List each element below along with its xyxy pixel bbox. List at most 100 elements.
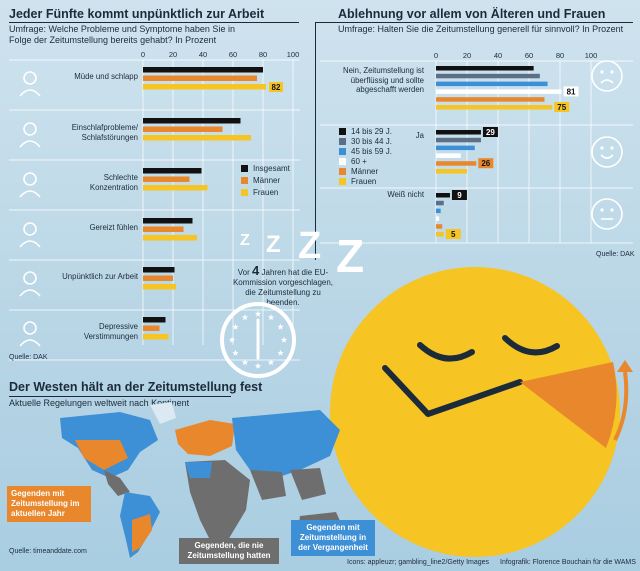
x-tick-label: 0 — [434, 51, 438, 60]
bar-series-4 — [436, 161, 477, 166]
eu-star — [277, 349, 284, 356]
bar-series-2 — [436, 145, 475, 151]
legend-swatch — [241, 177, 248, 185]
eu-star — [254, 362, 262, 369]
bar-frauen — [143, 235, 197, 241]
category-label: Schlechte Konzentration — [89, 173, 138, 192]
x-tick-label: 60 — [525, 51, 533, 60]
bar-series-1 — [436, 200, 444, 206]
data-label-box — [482, 127, 498, 137]
legend-label: Insgesamt — [253, 164, 290, 173]
legend-item-14-29: 14 bis 29 J. — [339, 127, 392, 136]
left-legend: Insgesamt Männer Frauen — [241, 164, 290, 197]
bar-frauen — [143, 334, 169, 340]
face-eye — [610, 208, 614, 212]
map-africa — [185, 460, 250, 548]
data-label-box — [269, 82, 283, 92]
x-tick-label: 60 — [229, 50, 237, 59]
category-label: Nein, Zeitumstellung ist überflüssig und… — [342, 66, 424, 94]
eu-star — [232, 349, 239, 356]
legend-swatch — [339, 178, 346, 186]
map-north-africa — [185, 462, 212, 478]
map-south-asia — [250, 470, 286, 500]
category-label: Ja — [415, 131, 424, 140]
icons-credit: Icons: applеuzr; gambling_line2/Getty Im… — [347, 559, 490, 566]
bar-frauen — [143, 84, 266, 90]
x-tick-label: 20 — [463, 51, 471, 60]
legend-box-never: Gegenden, die nie Zeitumstellung hatten — [179, 538, 279, 564]
legend-swatch — [339, 168, 346, 176]
data-label: 29 — [486, 128, 495, 137]
bar-series-4 — [436, 97, 545, 102]
map-title: Der Westen hält an der Zeitumstellung fe… — [9, 380, 263, 394]
x-tick-label: 0 — [141, 50, 145, 59]
legend-swatch — [339, 148, 346, 156]
left-chart-subtitle: Umfrage: Welche Probleme und Symptome ha… — [9, 24, 235, 45]
legend-swatch — [339, 128, 346, 136]
bar-insgesamt — [143, 317, 166, 323]
happy-face-icon — [591, 136, 623, 168]
data-label: 75 — [557, 103, 566, 112]
bar-series-5 — [436, 169, 467, 174]
legend-label: Männer — [253, 176, 281, 185]
tired-person-icon-body — [19, 89, 41, 97]
right-chart-title: Ablehnung vor allem von Älteren und Frau… — [338, 7, 606, 21]
eu-star — [267, 314, 275, 321]
eu-years: 4 — [252, 263, 260, 278]
legend-box-current: Gegenden mit Zeitumstellung im aktuellen… — [7, 486, 91, 522]
bar-series-3 — [436, 153, 461, 158]
face-mouth — [600, 79, 614, 84]
legend-swatch — [241, 189, 248, 197]
sleeping-person-icon-body — [19, 339, 41, 347]
left-chart-source: Quelle: DAK — [9, 354, 48, 361]
eu-star — [254, 310, 262, 317]
laptop-person-icon — [23, 172, 37, 186]
bar-series-5 — [436, 105, 553, 110]
eu-star — [277, 323, 284, 330]
face-mouth — [600, 154, 614, 159]
z-letter-4: Z — [336, 230, 364, 282]
eu-star — [280, 336, 288, 343]
legend-item-60: 60 + — [339, 157, 392, 166]
x-tick-label: 80 — [259, 50, 267, 59]
data-label-box — [563, 86, 579, 97]
legend-item-maenner-r: Männer — [339, 167, 392, 176]
map-central-america — [104, 470, 130, 496]
legend-label: Frauen — [253, 188, 279, 197]
bar-series-1 — [436, 137, 481, 143]
legend-label: 60 + — [351, 157, 367, 166]
data-label-box — [445, 229, 461, 239]
bar-männer — [143, 325, 160, 331]
data-label-box — [478, 158, 494, 169]
left-title-rule — [9, 22, 299, 23]
legend-item-frauen-r: Frauen — [339, 177, 392, 186]
bar-series-2 — [436, 208, 441, 214]
z-letter-1: Z — [240, 232, 250, 249]
legend-label: 45 bis 59 J. — [351, 147, 392, 156]
legend-item-45-59: 45 bis 59 J. — [339, 147, 392, 156]
bar-männer — [143, 226, 184, 232]
pills-icon — [23, 122, 37, 136]
category-label: Weiß nicht — [387, 190, 424, 199]
left-chart-title: Jeder Fünfte kommt unpünktlich zur Arbei… — [9, 7, 265, 21]
x-tick-label: 100 — [287, 50, 300, 59]
x-tick-label: 20 — [169, 50, 177, 59]
running-clock-icon — [23, 271, 37, 285]
bar-insgesamt — [143, 67, 263, 73]
eu-proposal-text: Vor 4 Jahren hat die EU-Kommission vorge… — [228, 263, 338, 308]
category-label: Müde und schlapp — [74, 72, 138, 81]
legend-item-maenner: Männer — [241, 176, 290, 185]
eu-star — [267, 359, 275, 366]
map-south-america-current — [132, 514, 152, 552]
face-eye — [600, 70, 604, 74]
legend-swatch — [339, 138, 346, 146]
bar-insgesamt — [143, 218, 193, 224]
bar-frauen — [143, 284, 176, 290]
x-tick-label: 40 — [199, 50, 207, 59]
data-label-box — [554, 102, 570, 112]
z-letter-2: Z — [266, 231, 281, 258]
category-label: Unpünktlich zur Arbeit — [62, 272, 138, 281]
